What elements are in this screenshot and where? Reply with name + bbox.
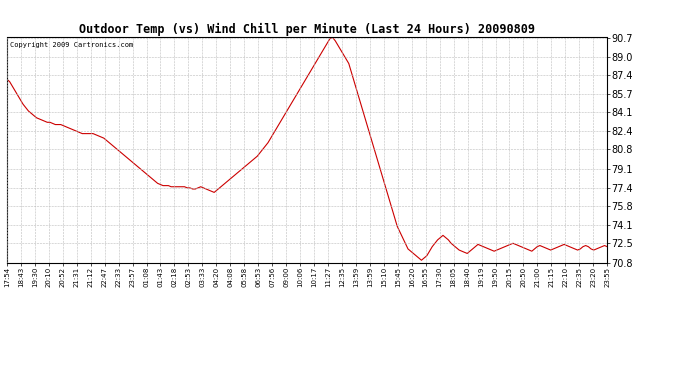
Title: Outdoor Temp (vs) Wind Chill per Minute (Last 24 Hours) 20090809: Outdoor Temp (vs) Wind Chill per Minute … — [79, 23, 535, 36]
Text: Copyright 2009 Cartronics.com: Copyright 2009 Cartronics.com — [10, 42, 133, 48]
